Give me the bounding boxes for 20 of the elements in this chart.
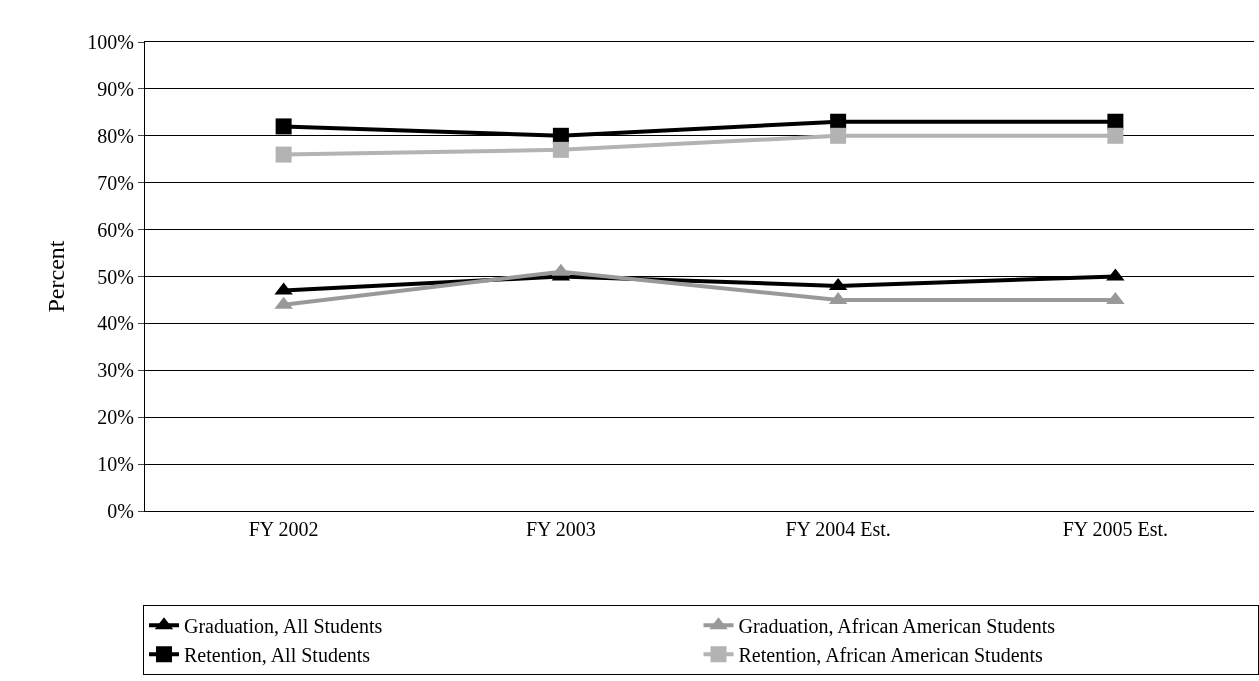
x-tick-label: FY 2004 Est. <box>785 518 891 540</box>
y-tick-label: 80% <box>97 124 134 147</box>
y-axis-title: Percent <box>43 240 70 313</box>
y-tick-label: 10% <box>97 453 134 476</box>
y-tick-label: 60% <box>97 218 134 241</box>
x-tick-label: FY 2002 <box>248 518 319 540</box>
legend-label: Graduation, All Students <box>184 615 383 638</box>
y-tick-label: 70% <box>97 171 134 194</box>
y-tick-label: 90% <box>97 77 134 100</box>
y-tick-label: 30% <box>97 359 134 382</box>
legend-label: Graduation, African American Students <box>738 615 1056 638</box>
y-tick-label: 100% <box>87 31 134 53</box>
y-tick-label: 0% <box>107 500 134 522</box>
x-tick-label: FY 2003 <box>525 518 596 540</box>
y-tick-label: 50% <box>97 265 134 288</box>
legend-label: Retention, All Students <box>184 644 371 667</box>
x-tick-label: FY 2005 Est. <box>1062 518 1169 540</box>
y-tick-label: 40% <box>97 312 134 335</box>
legend-label: Retention, African American Students <box>738 644 1044 667</box>
y-tick-label: 20% <box>97 406 134 429</box>
